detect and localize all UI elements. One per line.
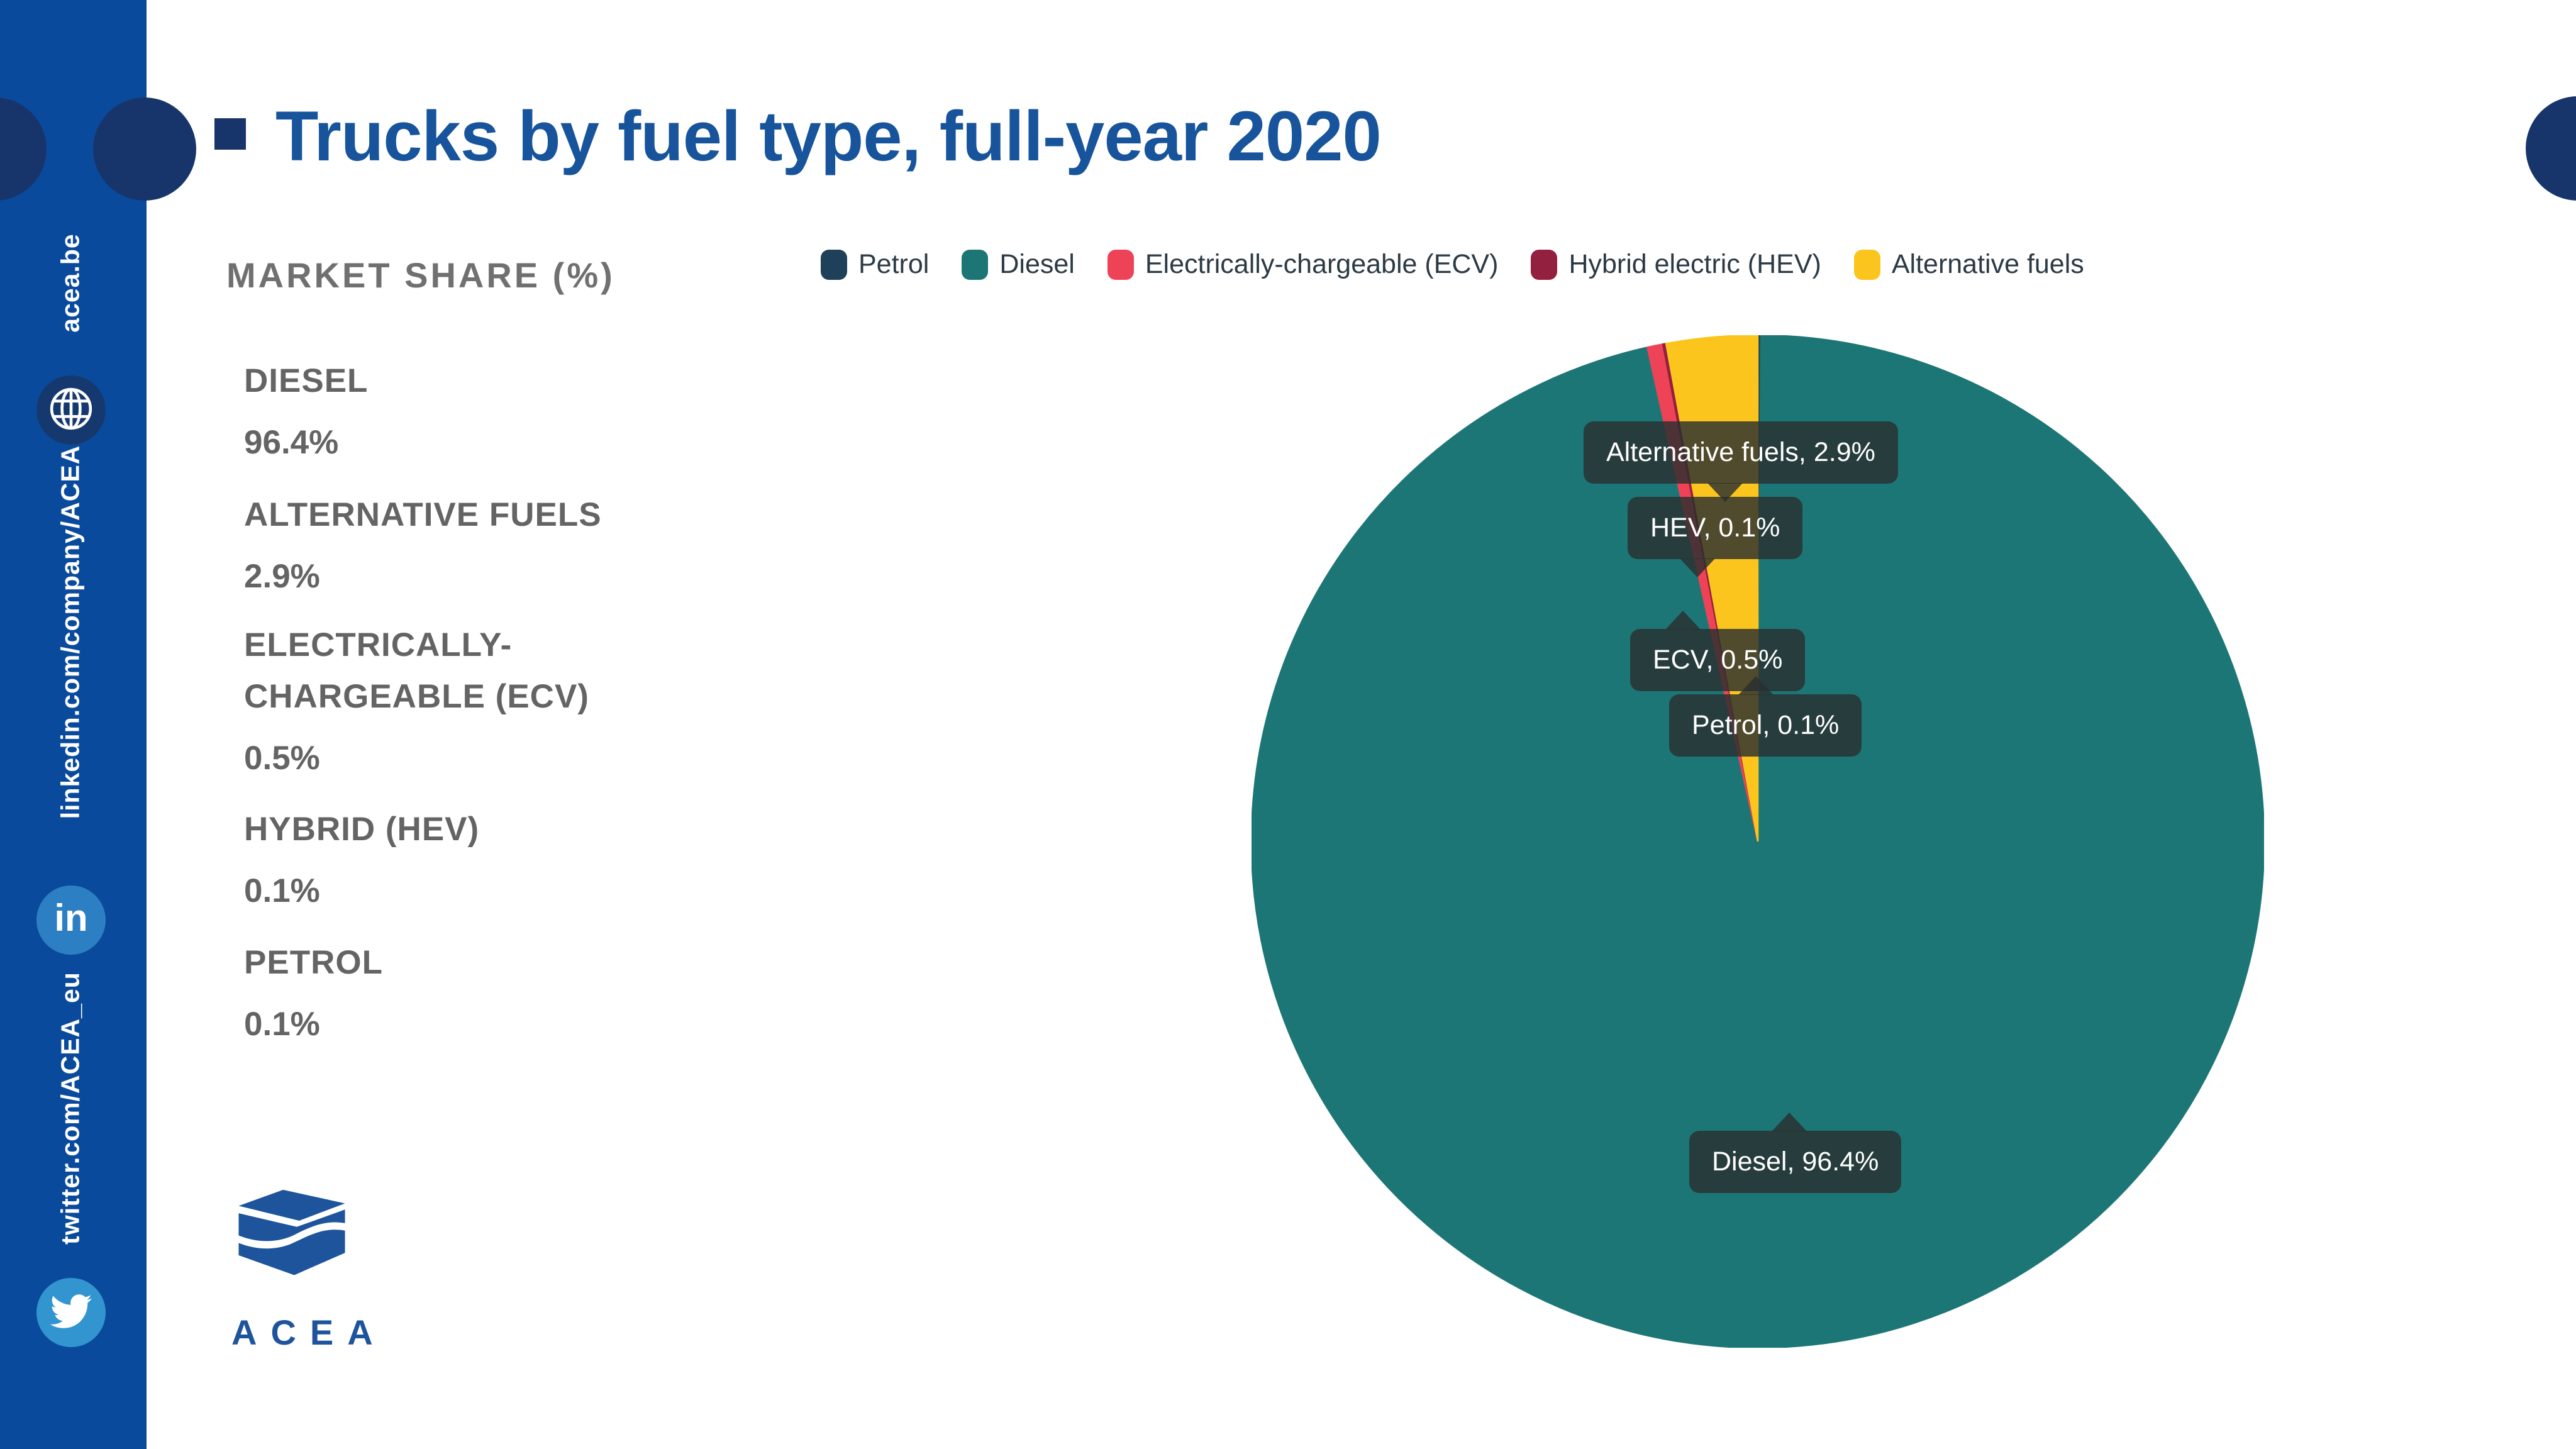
market-share-item-diesel: DIESEL 96.4% — [244, 355, 634, 462]
legend-swatch — [962, 249, 989, 280]
legend-label: Hybrid electric (HEV) — [1568, 249, 1821, 279]
sidebar: acea.be linkedin.com/company/ACEA in twi… — [0, 0, 196, 1449]
acea-logo-icon — [230, 1184, 354, 1292]
website-globe-button[interactable] — [36, 375, 106, 445]
decorative-circle-sidebar-edge — [93, 97, 196, 201]
legend-item-ecv[interactable]: Electrically-chargeable (ECV) — [1107, 249, 1499, 280]
title-accent-square — [214, 118, 246, 150]
chart-legend: Petrol Diesel Electrically-chargeable (E… — [821, 249, 2084, 280]
pie-chart[interactable] — [1250, 334, 2265, 1349]
acea-logo-text: ACEA — [231, 1313, 387, 1352]
market-share-item-alternative-fuels: ALTERNATIVE FUELS 2.9% — [244, 489, 634, 596]
legend-swatch — [1853, 249, 1880, 280]
market-share-value: 0.5% — [244, 740, 320, 777]
page-title: Trucks by fuel type, full-year 2020 — [275, 97, 1382, 175]
linkedin-button[interactable]: in — [36, 886, 106, 955]
market-share-value: 0.1% — [244, 872, 320, 910]
legend-label: Petrol — [858, 249, 930, 279]
market-share-item-hybrid: HYBRID (HEV) 0.1% — [244, 804, 634, 910]
tooltip-hev: HEV, 0.1% — [1628, 497, 1803, 577]
decorative-circle-left — [0, 97, 47, 201]
legend-label: Alternative fuels — [1891, 249, 2084, 279]
legend-swatch — [1531, 249, 1558, 280]
legend-label: Diesel — [999, 249, 1075, 279]
sidebar-link-linkedin[interactable]: linkedin.com/company/ACEA — [55, 445, 85, 819]
tooltip-petrol: Petrol, 0.1% — [1669, 676, 1862, 757]
tooltip-alternative-fuels: Alternative fuels, 2.9% — [1584, 421, 1898, 502]
legend-item-hev[interactable]: Hybrid electric (HEV) — [1531, 249, 1821, 280]
market-share-value: 2.9% — [244, 558, 320, 596]
market-share-label: HYBRID (HEV) — [244, 811, 480, 848]
market-share-item-petrol: PETROL 0.1% — [244, 937, 634, 1043]
twitter-bird-icon — [50, 1291, 92, 1335]
linkedin-icon: in — [54, 897, 88, 939]
legend-item-diesel[interactable]: Diesel — [962, 249, 1075, 280]
market-share-heading: MARKET SHARE (%) — [226, 255, 615, 295]
legend-item-alternative-fuels[interactable]: Alternative fuels — [1853, 249, 2084, 280]
globe-icon — [48, 386, 94, 435]
market-share-label: ELECTRICALLY-CHARGEABLE (ECV) — [244, 626, 589, 716]
market-share-value: 96.4% — [244, 424, 339, 462]
twitter-button[interactable] — [36, 1278, 106, 1347]
decorative-circle-top-right — [2526, 96, 2576, 201]
sidebar-link-website[interactable]: acea.be — [55, 233, 85, 333]
tooltip-ecv: ECV, 0.5% — [1630, 611, 1806, 691]
legend-item-petrol[interactable]: Petrol — [821, 249, 929, 280]
market-share-label: PETROL — [244, 944, 383, 981]
market-share-label: ALTERNATIVE FUELS — [244, 496, 602, 533]
sidebar-link-twitter[interactable]: twitter.com/ACEA_eu — [55, 972, 85, 1245]
tooltip-diesel: Diesel, 96.4% — [1689, 1113, 1902, 1193]
market-share-item-ecv: ELECTRICALLY-CHARGEABLE (ECV) 0.5% — [244, 619, 634, 777]
legend-swatch — [821, 249, 847, 280]
legend-label: Electrically-chargeable (ECV) — [1145, 249, 1499, 279]
market-share-label: DIESEL — [244, 362, 369, 399]
legend-swatch — [1107, 249, 1134, 280]
market-share-value: 0.1% — [244, 1006, 320, 1043]
